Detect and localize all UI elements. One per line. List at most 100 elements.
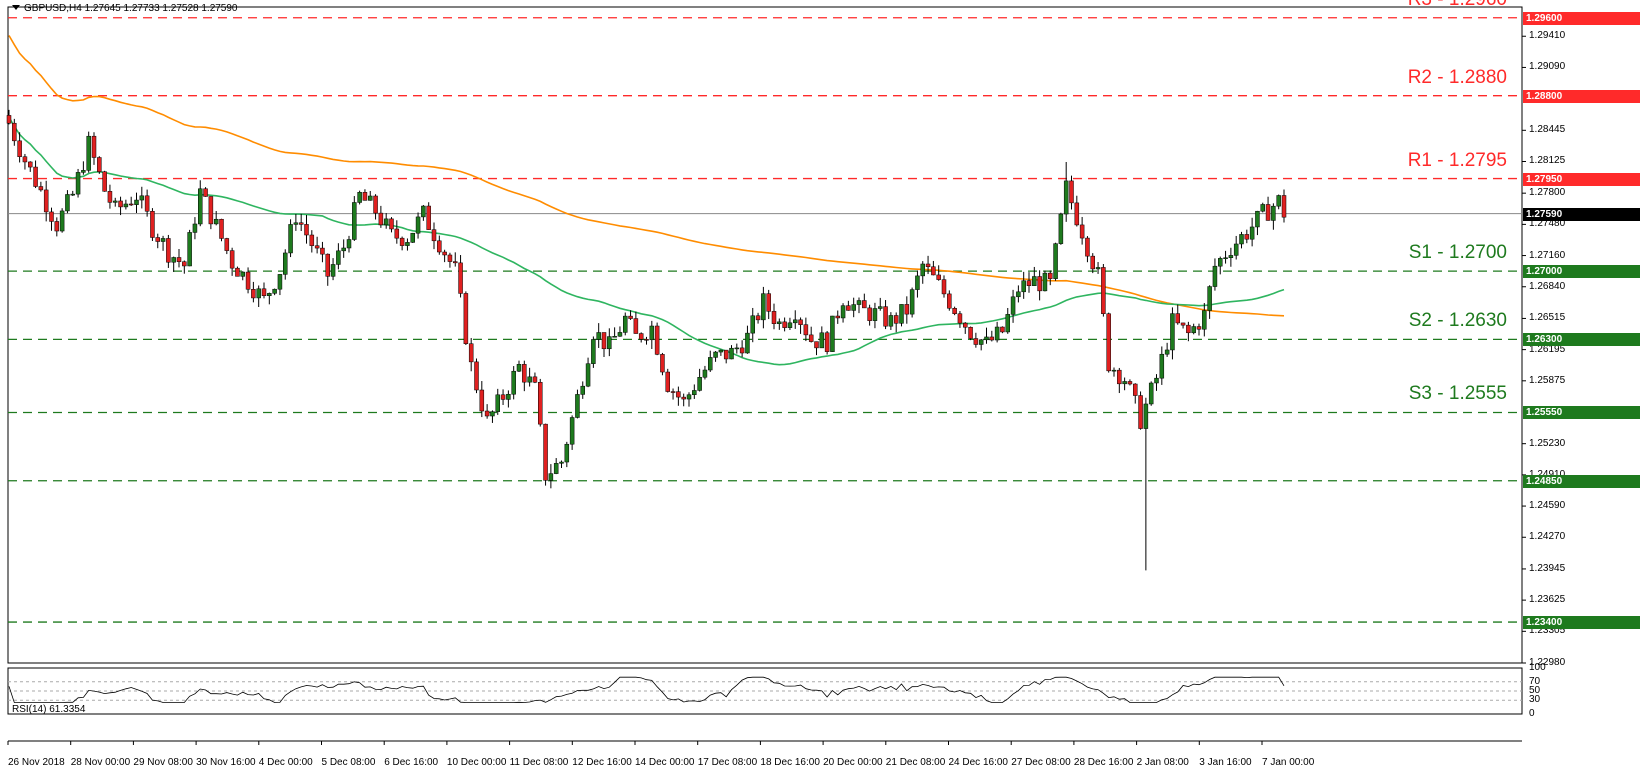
candle-body	[309, 234, 315, 246]
price-axis-label: 1.26195	[1529, 343, 1566, 355]
candle-body	[330, 264, 336, 277]
candle-body	[139, 195, 145, 201]
candle-body	[1069, 180, 1074, 204]
candle-body	[1223, 257, 1228, 259]
candle-body	[723, 349, 729, 360]
candle-body	[1239, 234, 1244, 245]
candle-body	[341, 247, 346, 252]
candle-body	[968, 326, 973, 339]
candle-body	[272, 288, 277, 294]
candle-body	[219, 218, 224, 239]
symbol-ohlc-header: GBPUSD,H4 1.27645 1.27733 1.27528 1.2759…	[12, 3, 238, 14]
candle-body	[314, 245, 320, 249]
price-axis-label: 1.28445	[1529, 124, 1566, 136]
candle-body	[362, 192, 368, 201]
candle-body	[745, 332, 750, 354]
candle-body	[267, 293, 272, 296]
candle-body	[522, 364, 527, 383]
candle-body	[676, 391, 681, 398]
price-pane-border	[7, 6, 1523, 664]
candle-body	[729, 347, 734, 360]
candle-body	[1133, 383, 1138, 396]
candle-body	[846, 305, 851, 311]
time-axis-label: 27 Dec 08:00	[1011, 757, 1071, 768]
candle-body	[442, 251, 447, 256]
candle-body	[941, 279, 947, 295]
candle-body	[1249, 226, 1255, 240]
candle-body	[734, 347, 740, 350]
candle-body	[893, 315, 899, 324]
candle-body	[1175, 313, 1180, 324]
candle-body	[654, 325, 660, 355]
candle-body	[182, 261, 187, 267]
dropdown-triangle-icon[interactable]	[12, 5, 20, 10]
candle-body	[1117, 369, 1122, 385]
candle-body	[479, 389, 485, 412]
candle-body	[899, 304, 904, 324]
candle-body	[1021, 280, 1026, 293]
candle-body	[1032, 276, 1037, 286]
candle-body	[1053, 243, 1058, 279]
candle-body	[33, 166, 38, 187]
price-axis-label: 1.24590	[1529, 500, 1566, 512]
candle-body	[399, 237, 405, 246]
candle-body	[373, 195, 378, 214]
price-axis-label: 1.24910	[1529, 469, 1565, 480]
candle-body	[1276, 195, 1281, 207]
candle-body	[405, 242, 410, 246]
candle-body	[1233, 243, 1239, 256]
candle-body	[437, 240, 442, 253]
candle-body	[1164, 349, 1170, 355]
candle-body	[978, 339, 984, 345]
candle-body	[638, 333, 644, 340]
candle-body	[1042, 272, 1048, 292]
rsi-axis-label: 100	[1529, 662, 1546, 673]
candle-body	[511, 370, 516, 395]
candle-body	[819, 332, 825, 349]
candle-body	[102, 171, 107, 192]
price-axis-label: 1.29410	[1529, 30, 1566, 42]
candle-body	[862, 300, 867, 309]
candle-body	[447, 254, 453, 262]
candle-body	[22, 156, 28, 163]
candle-body	[187, 232, 192, 267]
candle-body	[468, 343, 474, 363]
candle-body	[989, 336, 995, 341]
candle-body	[644, 339, 649, 341]
candle-body	[596, 332, 601, 340]
candle-body	[527, 376, 532, 383]
candle-body	[607, 336, 612, 350]
candle-body	[1090, 255, 1095, 270]
candle-body	[888, 315, 894, 327]
candle-body	[585, 363, 591, 387]
candle-body	[453, 261, 458, 264]
candle-body	[835, 315, 840, 319]
candle-body	[128, 203, 134, 206]
candle-body	[97, 157, 102, 172]
price-axis-label: 1.27800	[1529, 187, 1566, 199]
candle-body	[352, 202, 357, 240]
candle-body	[378, 212, 384, 226]
candle-body	[208, 196, 214, 225]
candle-body	[431, 229, 437, 242]
candle-body	[787, 322, 793, 328]
candle-body	[665, 371, 670, 392]
time-axis-label: 10 Dec 00:00	[446, 757, 507, 768]
candle-body	[623, 315, 628, 333]
time-axis-label: 12 Dec 16:00	[572, 757, 632, 768]
candle-body	[1095, 267, 1101, 270]
price-axis-label: 1.25875	[1529, 374, 1566, 386]
candle-body	[166, 238, 171, 263]
candle-body	[808, 334, 814, 342]
candle-body	[925, 263, 931, 268]
candle-body	[1281, 195, 1287, 218]
symbol-ohlc-text: GBPUSD,H4 1.27645 1.27733 1.27528 1.2759…	[24, 3, 238, 14]
candle-body	[171, 257, 176, 263]
time-axis-label: 4 Dec 00:00	[258, 757, 313, 768]
candle-body	[1154, 377, 1159, 384]
time-axis-label: 5 Dec 08:00	[321, 757, 376, 768]
candle-body	[43, 189, 49, 213]
candle-body	[601, 332, 607, 350]
candle-body	[739, 347, 745, 354]
